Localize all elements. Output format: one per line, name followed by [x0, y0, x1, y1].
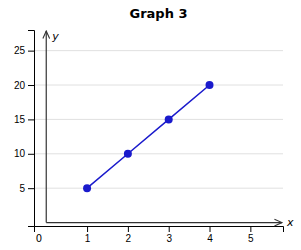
grid-line [34, 50, 283, 51]
tick-label: 20 [14, 80, 26, 91]
tick-mark [28, 51, 34, 52]
axis-line [35, 227, 284, 233]
tick: 5 [248, 226, 254, 244]
x-label: x [286, 216, 294, 229]
tick-mark [28, 85, 34, 86]
grid-line [34, 153, 283, 154]
point [206, 81, 214, 89]
tick-label: 3 [166, 233, 172, 244]
tick-mark [87, 226, 88, 232]
tick-label: 5 [248, 233, 254, 244]
tick: 1 [85, 226, 91, 244]
tick: 10 [14, 148, 34, 159]
grid-line [34, 119, 283, 120]
chart: 1 2 3 4 5 5 10 15 20 25 x y 0 Graph 3 [0, 0, 301, 250]
tick-mark [28, 188, 34, 189]
tick-label: 25 [14, 45, 26, 56]
tick-label: 4 [207, 233, 213, 244]
tick: 4 [207, 226, 213, 244]
tick-label: 5 [19, 183, 25, 194]
point [165, 115, 173, 123]
tick-mark [128, 226, 129, 232]
grid-line [34, 85, 283, 86]
point [83, 184, 91, 192]
tick: 25 [14, 45, 34, 56]
tick-mark [28, 119, 34, 120]
tick-label: 1 [85, 233, 91, 244]
x-arrow [46, 222, 282, 223]
tick-mark [28, 154, 34, 155]
tick-mark [169, 226, 170, 232]
tick-label: 10 [14, 148, 26, 159]
tick-mark [250, 226, 251, 232]
title: Graph 3 [130, 6, 188, 21]
grid-line [34, 188, 283, 189]
line [87, 85, 209, 188]
marks [83, 81, 213, 192]
y-label: y [51, 30, 59, 43]
plot-area: 1 2 3 4 5 5 10 15 20 25 x y 0 [14, 30, 294, 244]
x-axis: 1 2 3 4 5 [35, 226, 284, 244]
grid [34, 51, 283, 189]
chart-container: 1 2 3 4 5 5 10 15 20 25 x y 0 Graph 3 [0, 0, 301, 250]
tick: 2 [126, 226, 132, 244]
tick-label: 15 [14, 114, 26, 125]
tick-mark [210, 226, 211, 232]
tick: 15 [14, 114, 34, 125]
tick-label: 2 [126, 233, 132, 244]
tick: 5 [19, 183, 34, 194]
axis-line [28, 31, 35, 227]
point [124, 150, 132, 158]
annotation: 0 [36, 233, 42, 244]
tick: 3 [166, 226, 172, 244]
y-axis: 5 10 15 20 25 [14, 31, 35, 227]
tick: 20 [14, 80, 34, 91]
y-arrow [46, 31, 47, 223]
